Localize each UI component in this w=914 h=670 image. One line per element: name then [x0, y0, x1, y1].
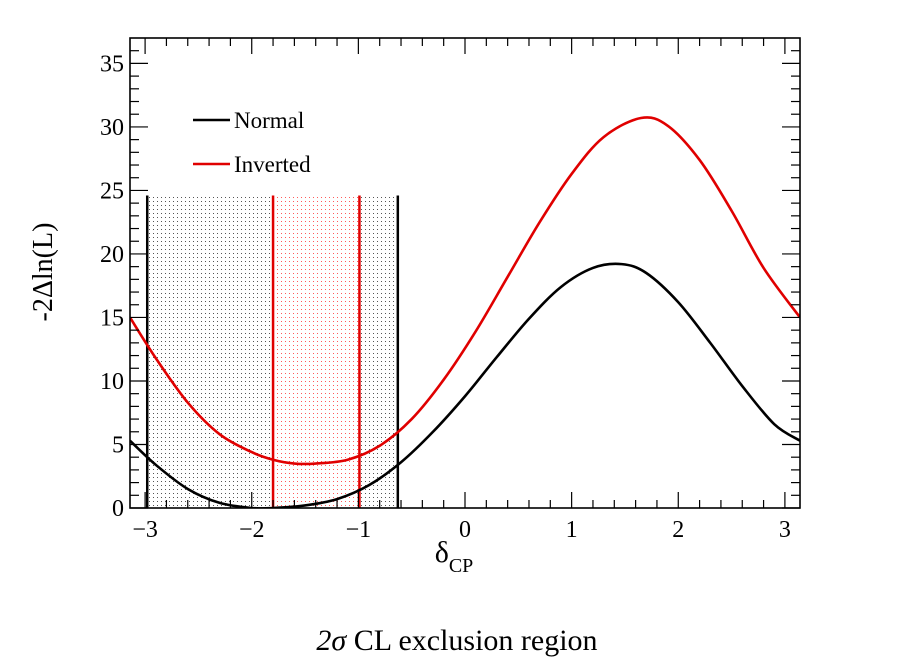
series-line-normal — [130, 262, 800, 508]
x-tick-label: 0 — [459, 517, 471, 543]
y-tick-label: 5 — [112, 432, 124, 458]
x-tick-label: −2 — [239, 517, 265, 543]
y-tick-label: 10 — [100, 369, 124, 395]
x-tick-label: −1 — [346, 517, 372, 543]
y-tick-label: 15 — [100, 305, 124, 331]
x-axis-label: δCP — [435, 536, 474, 577]
caption: 2σ CL exclusion region — [0, 624, 914, 658]
x-tick-label: 3 — [779, 517, 791, 543]
y-axis-label: -2Δln(L) — [28, 223, 59, 322]
caption-sigma: 2σ — [316, 624, 347, 657]
y-tick-label: 35 — [100, 51, 124, 77]
legend-label-normal: Normal — [234, 108, 304, 133]
curves — [130, 116, 800, 508]
x-tick-label: 1 — [566, 517, 578, 543]
legend: Normal Inverted — [193, 108, 311, 177]
x-axis-label-subscript: CP — [449, 555, 473, 577]
exclusion-regions — [145, 195, 400, 508]
x-tick-label: −3 — [132, 517, 158, 543]
exclusion-region-inverted — [273, 195, 360, 508]
caption-text: CL exclusion region — [346, 624, 598, 657]
y-tick-label: 0 — [112, 496, 124, 522]
axis-ticks — [130, 38, 800, 509]
legend-label-inverted: Inverted — [234, 152, 311, 177]
x-tick-label: 2 — [672, 517, 684, 543]
y-tick-label: 20 — [100, 242, 124, 268]
series-line-inverted — [130, 116, 800, 466]
y-tick-label: 25 — [100, 178, 124, 204]
y-tick-label: 30 — [100, 115, 124, 141]
